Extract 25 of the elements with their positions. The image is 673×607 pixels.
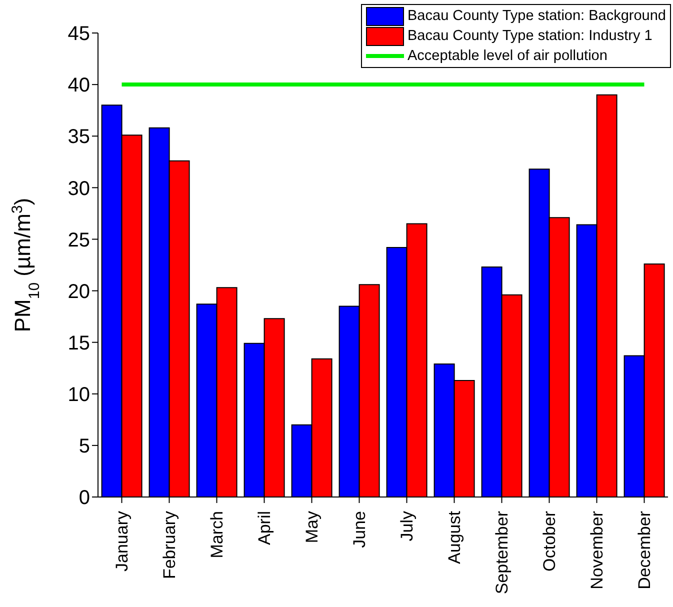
legend-label: Bacau County Type station: Industry 1 xyxy=(408,28,652,44)
x-tick-label: March xyxy=(207,511,226,558)
x-tick-label: January xyxy=(112,510,132,572)
x-tick-label: July xyxy=(397,510,416,542)
x-tick-label: August xyxy=(444,510,464,564)
x-tick-label: April xyxy=(254,511,274,546)
y-tick-label: 40 xyxy=(68,74,90,97)
y-tick-label: 35 xyxy=(68,126,90,148)
x-tick-label: September xyxy=(492,510,512,594)
x-tick-label: October xyxy=(540,510,559,572)
y-tick-label: 45 xyxy=(68,23,90,46)
x-tick-label: May xyxy=(302,510,322,544)
y-tick-label: 15 xyxy=(68,332,90,354)
y-tick-label: 25 xyxy=(68,229,90,252)
y-tick-label: 20 xyxy=(68,280,90,303)
x-tick-label: February xyxy=(160,510,179,580)
x-tick-label: November xyxy=(587,510,606,590)
y-tick-label: 30 xyxy=(68,178,90,200)
y-tick-label: 10 xyxy=(68,384,90,406)
legend-label: Acceptable level of air pollution xyxy=(408,48,608,64)
y-tick-label: 5 xyxy=(78,436,90,458)
x-tick-label: December xyxy=(634,510,654,590)
x-tick-label: June xyxy=(350,511,369,548)
y-tick-label: 0 xyxy=(78,487,90,510)
legend-label: Bacau County Type station: Background xyxy=(408,8,666,24)
